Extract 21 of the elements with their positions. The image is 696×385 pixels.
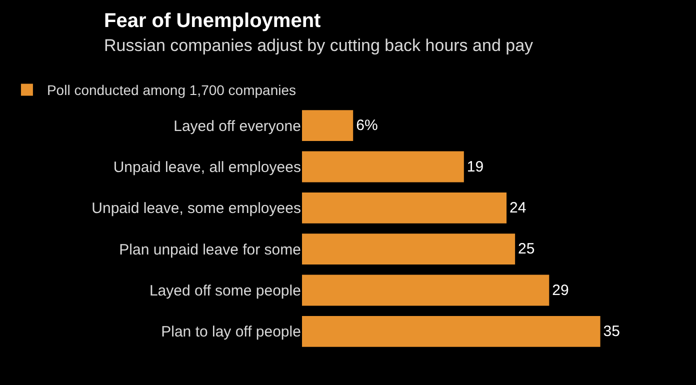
bar [302,192,507,224]
chart-title: Fear of Unemployment [104,10,322,32]
y-tick-label: Layed off some people [149,282,301,300]
data-label: 29 [552,282,569,299]
bar [302,151,464,182]
legend-label: Poll conducted among 1,700 companies [46,82,296,98]
bar [302,110,354,142]
data-label: 25 [518,240,535,258]
y-tick-label: Unpaid leave, all employees [113,159,301,176]
bar [302,234,516,265]
chart-subtitle: Russian companies adjust by cutting back hours and pay [104,36,534,55]
y-tick-label: Plan unpaid leave for some [119,241,301,258]
bar [302,274,550,306]
data-label: 24 [510,199,526,216]
data-label: 35 [603,322,620,340]
data-label: 6% [356,117,378,134]
bar [302,316,600,347]
y-tick-label: Plan to lay off people [161,324,301,341]
y-tick-label: Unpaid leave, some employees [92,200,301,218]
data-label: 19 [466,158,484,176]
y-tick-label: Layed off everyone [174,118,301,135]
